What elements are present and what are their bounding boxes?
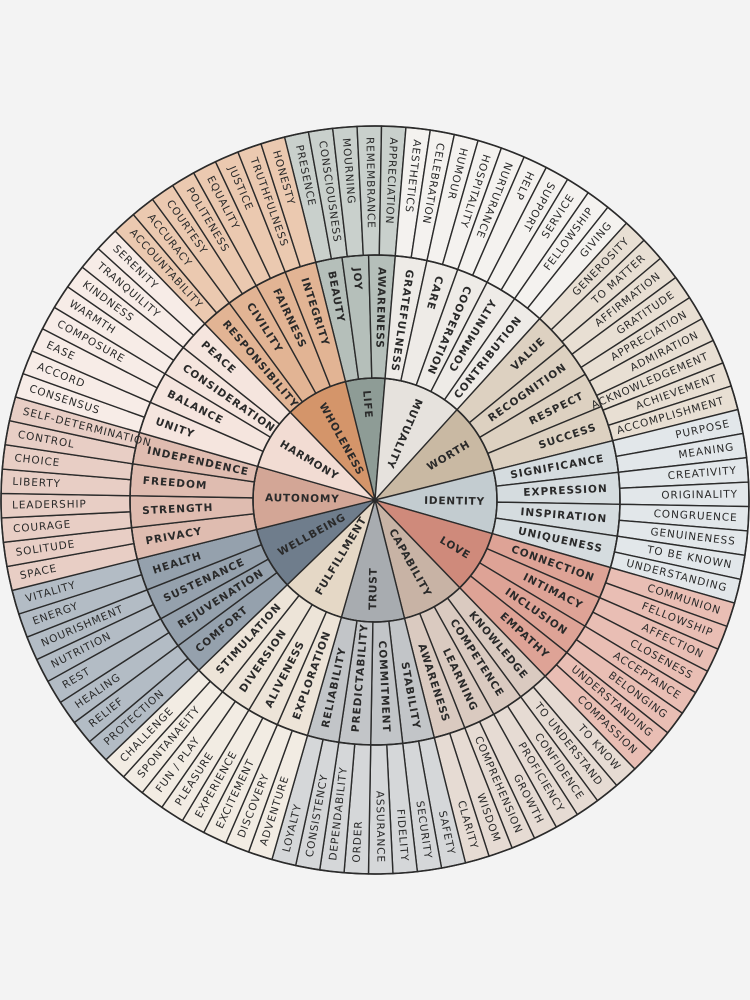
outer-ring: [0, 125, 750, 875]
outer-label: ORDER: [351, 820, 365, 863]
outer-label: APPRECIATION: [383, 137, 399, 225]
outer-label: COURAGE: [13, 519, 72, 536]
outer-label: FIDELITY: [394, 809, 410, 863]
core-label: AUTONOMY: [265, 492, 340, 505]
outer-label: ORIGINALITY: [661, 488, 738, 501]
core-label: TRUST: [367, 567, 380, 610]
outer-label: CHOICE: [14, 452, 61, 469]
core-label: IDENTITY: [424, 495, 485, 508]
middle-label: AWARENESS: [373, 267, 387, 349]
middle-label: FREEDOM: [142, 475, 207, 492]
outer-label: ASSURANCE: [373, 791, 386, 863]
outer-label: MOURNING: [340, 138, 357, 205]
core-border: [252, 377, 498, 623]
core-ring: [252, 377, 498, 623]
outer-label: REMEMBRANCE: [363, 137, 376, 229]
outer-label: LEADERSHIP: [12, 498, 87, 511]
middle-label: STRENGTH: [142, 502, 214, 517]
middle-label: JOY: [350, 266, 364, 291]
outer-label: LIBERTY: [12, 476, 61, 490]
middle-border: [129, 254, 621, 746]
outer-border: [0, 125, 750, 875]
outer-label: CREATIVITY: [667, 465, 737, 483]
middle-label: EXPRESSION: [523, 483, 608, 499]
outer-label: CONGRUENCE: [653, 508, 738, 524]
core-label: LIFE: [360, 390, 374, 419]
middle-label: COMMITMENT: [376, 640, 392, 733]
